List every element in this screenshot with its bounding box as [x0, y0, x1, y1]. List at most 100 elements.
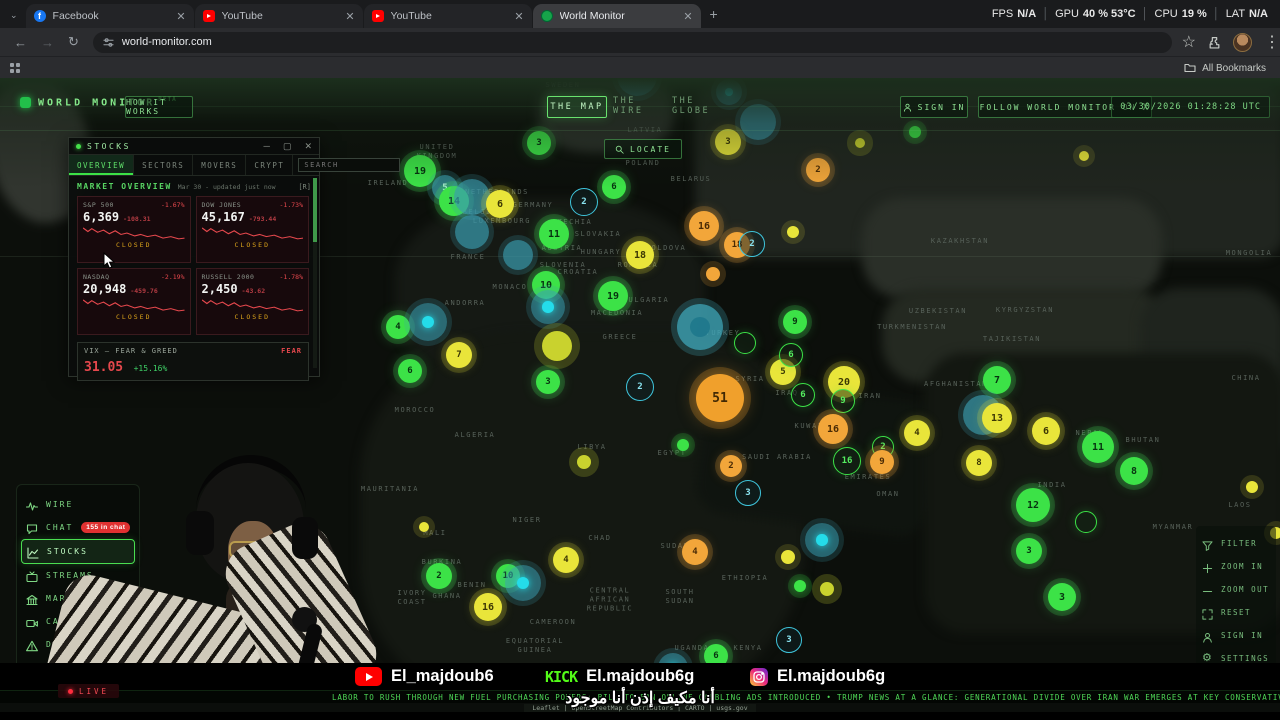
event-cluster-marker[interactable]: 2	[426, 563, 452, 589]
event-cluster-marker[interactable]: 16	[833, 447, 861, 475]
event-cluster-marker[interactable]	[820, 582, 834, 596]
event-cluster-marker[interactable]: 16	[818, 414, 848, 444]
event-cluster-marker[interactable]: 4	[682, 539, 708, 565]
event-cluster-marker[interactable]: 2	[626, 373, 654, 401]
event-cluster-marker[interactable]: 11	[539, 219, 569, 249]
event-cluster-marker[interactable]: 4	[904, 420, 930, 446]
stocks-search-input[interactable]	[298, 158, 401, 172]
extensions-icon[interactable]	[1208, 36, 1221, 49]
browser-tab-facebook[interactable]: f Facebook ✕	[25, 4, 194, 28]
locate-button[interactable]: LOCATE	[604, 139, 682, 159]
event-cluster-marker[interactable]	[677, 304, 723, 350]
stocks-panel-titlebar[interactable]: STOCKS ─ ▢ ✕	[69, 138, 319, 155]
event-cluster-marker[interactable]: 3	[1016, 538, 1042, 564]
vix-card[interactable]: VIX — FEAR & GREED FEAR 31.05 +15.16%	[77, 342, 309, 381]
tab-the-wire[interactable]: THE WIRE	[613, 96, 644, 116]
all-bookmarks-button[interactable]: All Bookmarks	[1184, 62, 1266, 74]
profile-avatar[interactable]	[1233, 32, 1252, 52]
event-cluster-marker[interactable]	[1079, 151, 1089, 161]
event-cluster-marker[interactable]	[706, 267, 720, 281]
event-cluster-marker[interactable]	[781, 550, 795, 564]
event-cluster-marker[interactable]	[794, 580, 806, 592]
index-card-nasdaq[interactable]: NASDAQ -2.19% 20,948 -459.76 CLOSED	[77, 268, 191, 335]
event-cluster-marker[interactable]: 7	[983, 366, 1011, 394]
apps-grid-icon[interactable]	[10, 63, 20, 73]
event-cluster-marker[interactable]	[455, 215, 489, 249]
map-control-zoom-out[interactable]: ZOOM OUT	[1196, 578, 1276, 601]
event-cluster-marker[interactable]: 4	[553, 547, 579, 573]
event-cluster-marker[interactable]	[1075, 511, 1097, 533]
map-control-sign-in[interactable]: SIGN IN	[1196, 624, 1276, 647]
reload-icon[interactable]: ↻	[68, 34, 79, 49]
event-cluster-marker[interactable]: 51	[696, 374, 744, 422]
maximize-icon[interactable]: ▢	[282, 140, 292, 151]
event-cluster-marker[interactable]: 8	[966, 450, 992, 476]
event-cluster-marker[interactable]	[419, 522, 429, 532]
map-control-reset[interactable]: RESET	[1196, 601, 1276, 624]
event-cluster-marker[interactable]	[542, 331, 572, 361]
event-cluster-marker[interactable]: 6	[791, 383, 815, 407]
event-cluster-marker[interactable]: 3	[527, 131, 551, 155]
event-cluster-marker[interactable]	[409, 303, 447, 341]
event-cluster-marker[interactable]: 3	[536, 370, 560, 394]
event-cluster-marker[interactable]: 6	[1032, 417, 1060, 445]
event-cluster-marker[interactable]	[677, 439, 689, 451]
tab-search-icon[interactable]: ⌄	[10, 10, 18, 20]
index-card-dow-jones[interactable]: DOW JONES -1.73% 45,167 -793.44 CLOSED	[195, 196, 309, 263]
stocks-tab-overview[interactable]: OVERVIEW	[69, 155, 135, 175]
event-cluster-marker[interactable]	[503, 240, 533, 270]
url-bar[interactable]: world-monitor.com	[92, 31, 1172, 53]
back-icon[interactable]: ←	[14, 34, 27, 50]
event-cluster-marker[interactable]	[505, 565, 541, 601]
event-cluster-marker[interactable]: 3	[715, 129, 741, 155]
browser-tab-world-monitor[interactable]: World Monitor ✕	[532, 4, 701, 28]
refresh-shortcut[interactable]: [R]	[298, 183, 311, 191]
minimize-icon[interactable]: ─	[263, 141, 270, 151]
sidebar-item-chat[interactable]: CHAT 155 in chat	[17, 516, 139, 539]
stocks-tab-movers[interactable]: MOVERS	[193, 155, 247, 175]
sidebar-item-markets[interactable]: MARKETS	[17, 587, 139, 610]
event-cluster-marker[interactable]	[454, 179, 490, 215]
event-cluster-marker[interactable]	[531, 290, 565, 324]
event-cluster-marker[interactable]: 7	[446, 342, 472, 368]
event-cluster-marker[interactable]: 9	[831, 389, 855, 413]
event-cluster-marker[interactable]: 18	[626, 241, 654, 269]
event-cluster-marker[interactable]: 8	[1120, 457, 1148, 485]
sidebar-item-cameras[interactable]: CAMERAS	[17, 610, 139, 633]
tab-close-icon[interactable]: ✕	[683, 10, 693, 23]
event-cluster-marker[interactable]: 2	[570, 188, 598, 216]
stocks-tab-crypt[interactable]: CRYPT	[246, 155, 294, 175]
site-settings-icon[interactable]	[103, 37, 114, 48]
tab-close-icon[interactable]: ✕	[345, 10, 355, 23]
event-cluster-marker[interactable]: 3	[1048, 583, 1076, 611]
event-cluster-marker[interactable]: 3	[776, 627, 802, 653]
bookmark-star-icon[interactable]: ☆	[1181, 34, 1196, 51]
event-cluster-marker[interactable]	[734, 332, 756, 354]
sidebar-item-streams[interactable]: STREAMS	[17, 564, 139, 587]
sidebar-item-stocks[interactable]: STOCKS	[21, 539, 135, 564]
event-cluster-marker[interactable]: 2	[720, 455, 742, 477]
event-cluster-marker[interactable]: 2	[739, 231, 765, 257]
event-cluster-marker[interactable]: 19	[598, 281, 628, 311]
event-cluster-marker[interactable]: 6	[398, 359, 422, 383]
browser-tab-youtube[interactable]: YouTube ✕	[363, 4, 532, 28]
event-cluster-marker[interactable]: 9	[870, 450, 894, 474]
browser-tab-youtube[interactable]: YouTube ✕	[194, 4, 363, 28]
event-cluster-marker[interactable]	[787, 226, 799, 238]
stocks-scrollbar[interactable]	[313, 178, 317, 368]
event-cluster-marker[interactable]	[855, 138, 865, 148]
map-control-zoom-in[interactable]: ZOOM IN	[1196, 555, 1276, 578]
event-cluster-marker[interactable]: 13	[982, 403, 1012, 433]
event-cluster-marker[interactable]: 6	[779, 343, 803, 367]
stocks-tab-sectors[interactable]: SECTORS	[134, 155, 194, 175]
index-card-s-p-500[interactable]: S&P 500 -1.67% 6,369 -108.31 CLOSED	[77, 196, 191, 263]
new-tab-button[interactable]: +	[709, 6, 718, 22]
event-cluster-marker[interactable]: 11	[1082, 431, 1114, 463]
event-cluster-marker[interactable]: 4	[386, 315, 410, 339]
event-cluster-marker[interactable]: 19	[404, 155, 436, 187]
event-cluster-marker[interactable]: 2	[806, 158, 830, 182]
menu-kebab-icon[interactable]: ⋮	[1264, 34, 1280, 51]
event-cluster-marker[interactable]: 3	[735, 480, 761, 506]
header-sign-in-button[interactable]: SIGN IN	[900, 96, 968, 118]
index-card-russell-2000[interactable]: RUSSELL 2000 -1.78% 2,450 -43.62 CLOSED	[195, 268, 309, 335]
